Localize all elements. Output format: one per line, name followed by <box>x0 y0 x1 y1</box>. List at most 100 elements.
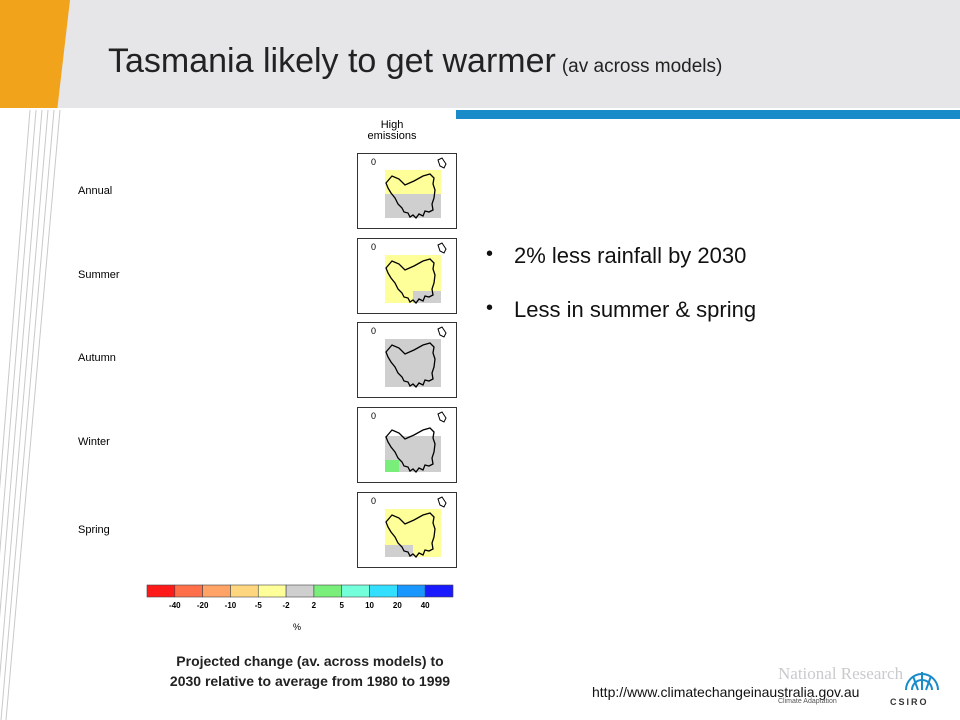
colorbar-tick-label: 20 <box>392 601 402 610</box>
map-cell <box>427 497 441 509</box>
map-cell <box>371 194 385 206</box>
map-cell <box>441 472 455 482</box>
colorbar-tick-label: 40 <box>420 601 430 610</box>
tasmania-map: 0 <box>371 157 455 228</box>
map-cell <box>399 267 413 279</box>
map-cell <box>399 363 413 375</box>
map-cell <box>399 448 413 460</box>
map-cell <box>441 351 455 363</box>
map-cell <box>413 436 427 448</box>
map-cell <box>385 533 399 545</box>
map-cell <box>427 170 441 182</box>
blue-accent-strip <box>456 110 960 119</box>
colorbar-segment <box>202 584 231 598</box>
map-cell <box>441 521 455 533</box>
map-cell <box>385 545 399 557</box>
map-cell <box>427 255 441 267</box>
map-cell <box>371 351 385 363</box>
colorbar-tick-label: 2 <box>311 601 317 610</box>
flinders-island-outline <box>437 242 447 254</box>
colorbar-segment <box>174 584 203 598</box>
map-cell <box>441 363 455 375</box>
flinders-island-outline <box>437 411 447 423</box>
map-cell <box>371 182 385 194</box>
map-cell <box>371 424 385 436</box>
map-cell <box>385 303 399 313</box>
map-cell <box>385 218 399 228</box>
tasmania-outline <box>385 173 436 219</box>
map-cell <box>441 194 455 206</box>
map-cell <box>371 533 385 545</box>
map-cell <box>441 267 455 279</box>
colorbar-segment <box>230 584 259 598</box>
colorbar-segment <box>341 584 370 598</box>
map-cell <box>413 327 427 339</box>
map-cell <box>427 387 441 397</box>
map-cell <box>371 363 385 375</box>
map-cell <box>427 412 441 424</box>
map-cell <box>427 243 441 255</box>
map-cell <box>441 170 455 182</box>
map-cell <box>441 509 455 521</box>
map-cell <box>399 436 413 448</box>
map-cell <box>385 267 399 279</box>
map-cell <box>413 412 427 424</box>
map-cell <box>371 497 385 509</box>
map-cell <box>413 194 427 206</box>
flinders-island-outline <box>437 157 447 169</box>
map-cell <box>427 158 441 170</box>
row-label-annual: Annual <box>78 185 113 197</box>
map-cell <box>399 279 413 291</box>
map-cell <box>413 472 427 482</box>
map-cell <box>399 158 413 170</box>
slide-title: Tasmania likely to get warmer (av across … <box>108 42 722 81</box>
colorbar-tick-label: -20 <box>196 601 209 610</box>
row-label-spring: Spring <box>78 524 110 536</box>
colorbar-segment <box>369 584 398 598</box>
map-cell <box>385 327 399 339</box>
map-cell <box>371 448 385 460</box>
colorbar-tick-label: -2 <box>282 601 290 610</box>
tasmania-outline <box>385 342 436 388</box>
map-cell <box>371 509 385 521</box>
map-cell <box>427 472 441 482</box>
map-cell <box>427 545 441 557</box>
bullet-list: 2% less rainfall by 2030 Less in summer … <box>486 243 756 351</box>
map-cell <box>385 243 399 255</box>
map-cell <box>413 243 427 255</box>
map-cell <box>427 327 441 339</box>
figure-caption: Projected change (av. across models) to … <box>110 651 510 691</box>
bullet-item: Less in summer & spring <box>486 297 756 351</box>
map-cell <box>371 545 385 557</box>
map-cell <box>371 279 385 291</box>
map-cell <box>399 327 413 339</box>
map-cell <box>385 279 399 291</box>
row-label-winter: Winter <box>78 436 110 448</box>
map-cell <box>385 497 399 509</box>
map-cell <box>371 557 385 567</box>
map-cell <box>441 255 455 267</box>
map-cell <box>441 448 455 460</box>
map-cell <box>399 509 413 521</box>
tasmania-map: 0 <box>371 411 455 482</box>
colorbar-tick-label: 5 <box>339 601 344 610</box>
map-cell <box>371 218 385 228</box>
map-cell <box>413 267 427 279</box>
map-cell <box>385 291 399 303</box>
map-cell <box>441 339 455 351</box>
decorative-left-lines <box>0 109 61 720</box>
map-cell <box>399 533 413 545</box>
map-cell <box>427 460 441 472</box>
source-url-link[interactable]: http://www.climatechangeinaustralia.gov.… <box>592 684 860 700</box>
map-cell <box>441 182 455 194</box>
map-cell <box>385 206 399 218</box>
panel-corner-label: 0 <box>371 242 376 252</box>
map-cell <box>413 448 427 460</box>
colorbar-segment <box>397 584 426 598</box>
colorbar-tick-label: -5 <box>254 601 262 610</box>
map-cell <box>385 436 399 448</box>
map-cell <box>413 351 427 363</box>
map-cell <box>385 182 399 194</box>
row-label-autumn: Autumn <box>78 352 116 364</box>
map-cell <box>441 460 455 472</box>
